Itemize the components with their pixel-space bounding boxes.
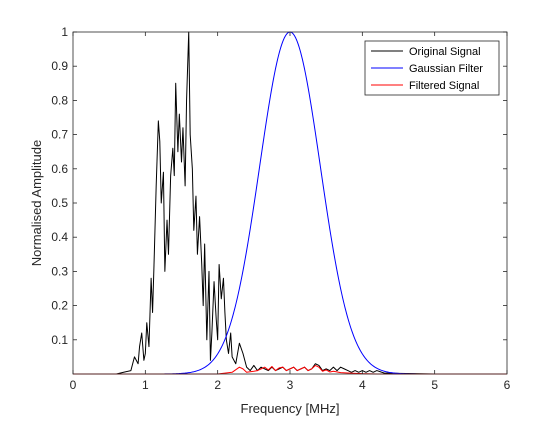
series-line-filtered-signal [73,364,507,375]
y-axis-ticks: 0.1 0.2 0.3 0.4 0.5 0.6 0.7 0.8 0.9 1 [51,25,507,347]
legend-label: Filtered Signal [409,80,479,92]
y-axis-label: Normalised Amplitude [29,140,44,266]
x-axis-ticks: 0 1 2 3 4 5 6 [70,32,511,392]
y-tick-label: 1 [61,25,68,39]
legend: Original Signal Gaussian Filter Filtered S… [364,40,500,96]
x-tick-label: 3 [287,378,294,392]
y-tick-label: 0.6 [51,162,68,176]
x-tick-label: 0 [70,378,77,392]
y-tick-label: 0.8 [51,93,68,107]
legend-label: Gaussian Filter [409,63,483,75]
legend-entries: Original Signal Gaussian Filter Filtered S… [371,46,483,92]
x-tick-label: 2 [214,378,221,392]
x-tick-label: 5 [431,378,438,392]
x-tick-label: 1 [142,378,149,392]
y-tick-label: 0.5 [51,196,68,210]
y-tick-label: 0.1 [51,333,68,347]
x-axis-label: Frequency [MHz] [241,401,340,416]
y-tick-label: 0.9 [51,59,68,73]
y-tick-label: 0.7 [51,128,68,142]
y-tick-label: 0.2 [51,299,68,313]
x-tick-label: 4 [359,378,366,392]
y-tick-label: 0.4 [51,230,68,244]
legend-label: Original Signal [409,46,481,58]
series-line-original-signal [73,31,507,375]
x-tick-label: 6 [504,378,511,392]
y-tick-label: 0.3 [51,264,68,278]
